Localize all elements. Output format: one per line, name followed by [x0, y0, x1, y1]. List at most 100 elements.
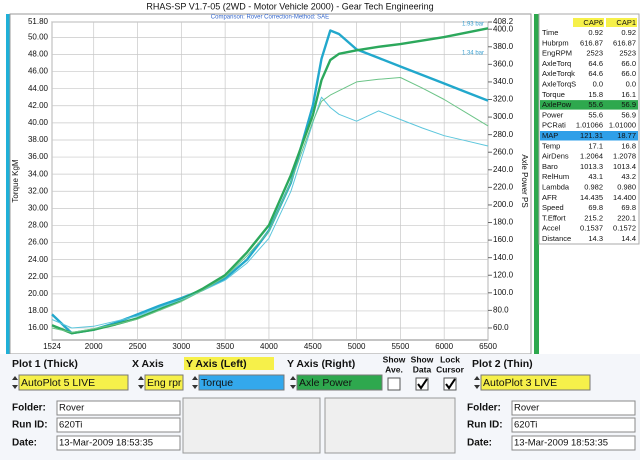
selector[interactable]	[296, 374, 383, 391]
annotation: 1.93 bar	[462, 22, 484, 28]
y2-tick-label: 260.0	[493, 147, 514, 156]
readout-label: AxleTorqk	[542, 69, 575, 78]
y2-tick-label: 408.2	[493, 17, 514, 26]
y2-tick-label: 180.0	[493, 218, 514, 227]
check-mark	[445, 378, 456, 390]
field-label: Run ID:	[467, 420, 503, 431]
field-box	[56, 435, 181, 451]
y2-tick-label: 300.0	[493, 112, 514, 121]
subtitle: Comparison: Rover Correction-Method: SAE	[211, 15, 329, 21]
y-tick-label: 34.00	[28, 169, 49, 178]
left-stripe	[6, 14, 11, 354]
field-label: Folder:	[467, 403, 501, 414]
y-tick-label: 18.00	[28, 306, 49, 315]
field-value: 13-Mar-2009 18:53:35	[59, 438, 153, 449]
field-label: Date:	[12, 438, 37, 449]
readout-value: 43.1	[588, 172, 603, 181]
readout-value: 66.0	[621, 69, 636, 78]
selector[interactable]	[144, 374, 184, 391]
field-box	[511, 400, 636, 416]
readout-value: 1.2064	[580, 152, 603, 161]
y-axis-label: Torque KgM	[11, 159, 20, 202]
panel-header: Plot 1 (Thick)	[12, 358, 78, 370]
readout-value: 0.982	[584, 182, 603, 191]
readout-value: 616.87	[613, 38, 636, 47]
readout-value: 16.1	[621, 90, 636, 99]
y-tick-label: 40.00	[28, 118, 49, 127]
readout-header: CAP6	[583, 18, 603, 27]
y-tick-label: 30.00	[28, 203, 49, 212]
x-tick-label: 4500	[304, 342, 322, 351]
readout-value: 2523	[586, 49, 603, 58]
readout-value: 17.1	[588, 141, 603, 150]
checkbox[interactable]	[387, 377, 401, 391]
selector-text: AutoPlot 3 LIVE	[483, 377, 557, 389]
x-tick-label: 5000	[348, 342, 366, 351]
readout-label: EngRPM	[542, 49, 572, 58]
y2-tick-label: 360.0	[493, 59, 514, 68]
panel-box	[324, 397, 456, 454]
readout-label: Baro	[542, 162, 558, 171]
selector[interactable]	[198, 374, 285, 391]
readout-label: T.Effort	[542, 213, 567, 222]
y-tick-label: 42.00	[28, 101, 49, 110]
readout-value: 0.92	[621, 28, 636, 37]
readout-label: Temp	[542, 141, 560, 150]
panel-header: Y Axis (Right)	[287, 358, 355, 370]
x-tick-label: 4000	[260, 342, 278, 351]
selector[interactable]	[18, 374, 129, 391]
readout-label: MAP	[542, 131, 558, 140]
readout-label: AxlePow	[542, 100, 572, 109]
check-label: Data	[413, 364, 432, 374]
readout-value: 55.6	[588, 100, 603, 109]
x-tick-label: 2500	[129, 342, 147, 351]
readout-value: 14.3	[588, 234, 603, 243]
readout-value: 1.2078	[613, 152, 636, 161]
selector-text: Eng rpr	[147, 377, 182, 389]
selector-text: AutoPlot 5 LIVE	[21, 377, 95, 389]
readout-value: 0.980	[617, 182, 636, 191]
y-tick-label: 38.00	[28, 135, 49, 144]
y2-tick-label: 320.0	[493, 95, 514, 104]
y2-tick-label: 60.0	[493, 323, 509, 332]
check-label: Show	[411, 354, 434, 364]
readout-highlight	[540, 131, 638, 141]
selector-text: Torque	[201, 377, 233, 389]
field-value: Rover	[514, 403, 539, 414]
check-label: Lock	[440, 354, 460, 364]
check-mark	[417, 378, 428, 390]
readout-value: 43.2	[621, 172, 636, 181]
readout-value: 14.400	[613, 193, 636, 202]
y-tick-label: 50.00	[28, 32, 49, 41]
spin-arrow	[192, 376, 198, 380]
y2-tick-label: 80.0	[493, 305, 509, 314]
y2-tick-label: 140.0	[493, 253, 514, 262]
readout-value: 0.0	[593, 79, 603, 88]
spin-arrow	[192, 385, 198, 389]
readout-value: 1013.3	[580, 162, 603, 171]
readout-label: AxleTorq	[542, 59, 571, 68]
readout-value: 0.1572	[613, 224, 636, 233]
y2-tick-label: 240.0	[493, 165, 514, 174]
field-value: Rover	[59, 403, 84, 414]
spin-arrow	[290, 376, 296, 380]
field-box	[511, 417, 636, 433]
check-label: Ave.	[385, 364, 403, 374]
spin-arrow	[12, 385, 18, 389]
readout-label: Power	[542, 110, 564, 119]
readout-header: CAP1	[616, 18, 636, 27]
readout-value: 220.1	[617, 213, 636, 222]
readout-value: 55.6	[588, 110, 603, 119]
y2-tick-label: 220.0	[493, 182, 514, 191]
readout-value: 215.2	[584, 213, 603, 222]
y2-tick-label: 100.0	[493, 288, 514, 297]
readout-value: 18.77	[617, 131, 636, 140]
selector[interactable]	[480, 374, 591, 391]
y-tick-label: 26.00	[28, 238, 49, 247]
readout-label: Lambda	[542, 182, 570, 191]
y-tick-label: 48.00	[28, 50, 49, 59]
readout-header-cell	[573, 18, 604, 27]
y2-tick-label: 120.0	[493, 270, 514, 279]
